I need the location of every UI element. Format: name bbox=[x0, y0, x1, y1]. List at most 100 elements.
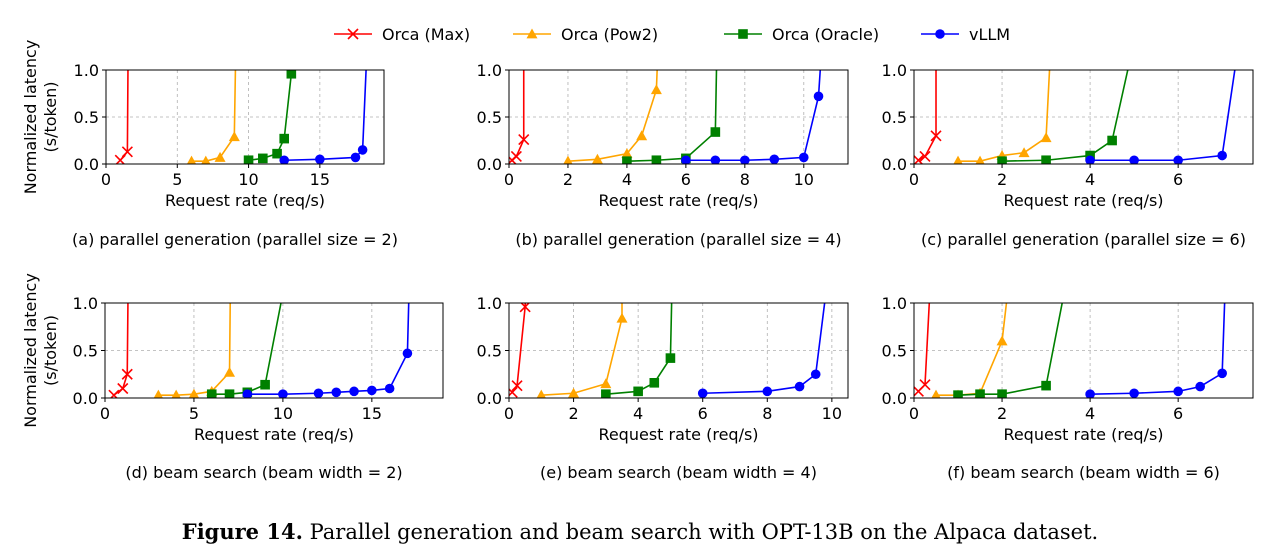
data-point bbox=[121, 368, 133, 380]
data-point bbox=[349, 386, 359, 397]
data-point bbox=[258, 153, 268, 164]
subplot-d: 0 5 10 15 0.0 0.5 1.0 Request rate (req/s) Norma… bbox=[21, 273, 444, 482]
x-axis-label: Request rate (req/s) bbox=[1003, 191, 1163, 210]
y-tick-label: 0.5 bbox=[882, 108, 907, 127]
data-point bbox=[794, 381, 805, 392]
data-point bbox=[601, 389, 611, 398]
data-point bbox=[228, 131, 240, 142]
data-point bbox=[633, 386, 643, 397]
x-tick-label: 6 bbox=[698, 404, 708, 423]
y-tick-label: 1.0 bbox=[477, 61, 502, 80]
data-point bbox=[650, 84, 662, 95]
marker-stroke bbox=[347, 28, 359, 40]
x-axis-label: Request rate (req/s) bbox=[598, 425, 758, 444]
data-point bbox=[206, 389, 217, 398]
data-point bbox=[1107, 135, 1117, 146]
data-point bbox=[201, 155, 211, 164]
x-tick-label: 8 bbox=[740, 170, 750, 189]
y-tick-label: 0.5 bbox=[73, 342, 98, 361]
data-point bbox=[953, 155, 963, 164]
x-tick-label: 0 bbox=[504, 404, 514, 423]
x-tick-label: 4 bbox=[1085, 404, 1095, 423]
series-line-orca-pow2- bbox=[567, 70, 658, 162]
subplot-caption: (b) parallel generation (parallel size =… bbox=[515, 230, 841, 249]
marker-stroke bbox=[518, 133, 530, 146]
data-point bbox=[762, 386, 773, 397]
x-tick-label: 4 bbox=[622, 170, 632, 189]
legend-item: Orca (Pow2) bbox=[513, 25, 658, 44]
data-point bbox=[810, 369, 821, 380]
x-tick-label: 2 bbox=[997, 170, 1007, 189]
series-line-orca-pow2- bbox=[191, 70, 237, 162]
marker-stroke bbox=[109, 389, 120, 398]
data-point bbox=[710, 127, 721, 137]
data-point bbox=[260, 379, 270, 390]
data-point bbox=[919, 379, 931, 391]
data-point bbox=[710, 155, 721, 164]
y-tick-label: 0.0 bbox=[477, 389, 502, 408]
x-tick-label: 5 bbox=[189, 404, 199, 423]
y-tick-label: 0.0 bbox=[882, 389, 907, 408]
data-point bbox=[1041, 380, 1051, 391]
legend-label: Orca (Pow2) bbox=[561, 25, 658, 44]
marker-stroke bbox=[121, 146, 133, 158]
data-point bbox=[186, 155, 197, 164]
subplot-f: 0 2 4 6 0.0 0.5 1.0 Request rate (req/s) (f) bea… bbox=[882, 294, 1254, 482]
series-group bbox=[114, 70, 368, 164]
data-point bbox=[278, 389, 288, 398]
x-tick-label: 0 bbox=[909, 170, 919, 189]
x-axis-label: Request rate (req/s) bbox=[598, 191, 758, 210]
y-tick-label: 1.0 bbox=[74, 61, 99, 80]
data-point bbox=[188, 388, 200, 398]
data-point bbox=[568, 387, 580, 398]
data-point bbox=[636, 130, 648, 141]
marker-stroke bbox=[509, 386, 518, 397]
subplots: 0 5 10 15 0.0 0.5 1.0 Request rate (req/s) Norma… bbox=[21, 40, 1254, 482]
x-axis-label: Request rate (req/s) bbox=[165, 191, 325, 210]
legend: Orca (Max) Orca (Pow2) Orca (Oracle) vLLM bbox=[334, 25, 1010, 44]
data-point bbox=[357, 145, 368, 155]
series-line-orca-max- bbox=[119, 70, 129, 161]
series-group bbox=[914, 70, 1236, 164]
subplot-caption: (f) beam search (beam width = 6) bbox=[947, 463, 1220, 482]
data-point bbox=[384, 383, 395, 394]
x-tick-label: 2 bbox=[563, 170, 573, 189]
data-point bbox=[331, 387, 342, 398]
data-point bbox=[975, 155, 985, 164]
data-point bbox=[313, 388, 324, 398]
marker-stroke bbox=[121, 368, 133, 380]
data-point bbox=[740, 155, 750, 164]
data-point bbox=[813, 91, 824, 102]
series-line-orca-oracle- bbox=[211, 303, 282, 396]
legend-item: Orca (Oracle) bbox=[724, 25, 879, 44]
series-line-orca-oracle- bbox=[626, 70, 718, 162]
series-line-orca-oracle- bbox=[605, 303, 673, 395]
data-point bbox=[279, 133, 290, 144]
x-tick-label: 15 bbox=[362, 404, 382, 423]
data-point bbox=[1129, 388, 1139, 398]
data-point bbox=[1173, 386, 1183, 397]
data-point bbox=[224, 366, 236, 377]
marker-stroke bbox=[117, 382, 129, 395]
subplot-caption: (d) beam search (beam width = 2) bbox=[125, 463, 402, 482]
figure-caption: Figure 14. Parallel generation and beam … bbox=[0, 519, 1280, 544]
data-point bbox=[616, 312, 628, 323]
subplot-caption: (e) beam search (beam width = 4) bbox=[540, 463, 817, 482]
series-line-vllm bbox=[247, 303, 410, 396]
x-tick-label: 0 bbox=[909, 404, 919, 423]
data-point bbox=[214, 151, 226, 162]
legend-marker-x bbox=[347, 28, 359, 40]
legend-label: Orca (Max) bbox=[382, 25, 470, 44]
x-tick-label: 6 bbox=[1173, 170, 1183, 189]
data-point bbox=[224, 389, 235, 398]
data-point bbox=[1040, 132, 1052, 143]
series-group bbox=[108, 303, 413, 398]
data-point bbox=[563, 155, 573, 164]
data-point bbox=[286, 70, 297, 79]
data-point bbox=[1085, 389, 1095, 398]
x-tick-label: 10 bbox=[273, 404, 293, 423]
y-tick-label: 1.0 bbox=[477, 294, 502, 313]
x-tick-label: 6 bbox=[681, 170, 691, 189]
y-tick-label: 0.0 bbox=[477, 155, 502, 174]
